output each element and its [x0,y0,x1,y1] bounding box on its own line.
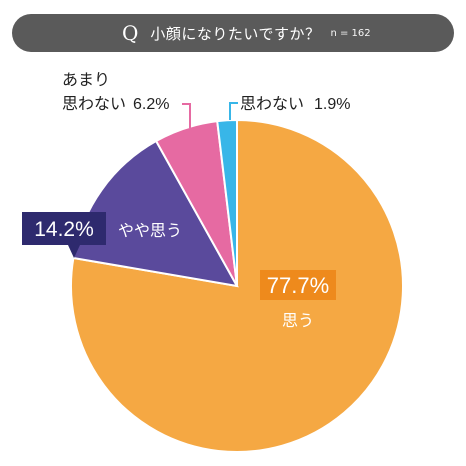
slice-omowanai [216,118,238,287]
slice-label-amari-line1: あまり [62,70,110,89]
slice-label-omou: 思う [282,311,314,330]
question-mark: Q [122,21,139,45]
value-label-omowanai: 1.9% [314,96,350,113]
value-label-amari: 6.2% [133,96,169,113]
question-text: 小顔になりたいですか？ [150,24,321,43]
value-label-omou: 77.7% [267,273,329,298]
leader-line-omowanai [229,102,238,120]
value-box-omou [260,270,336,300]
slice-label-omowanai: 思わない [240,94,304,113]
slice-label-yaya: やや思う [118,221,182,240]
value-label-yaya: 14.2% [34,218,94,241]
question-header: Q 小顔になりたいですか？ n = 162 [12,14,454,52]
leader-line-amari [182,103,191,128]
slice-label-amari-line2: 思わない [62,94,126,113]
sample-size: n = 162 [330,27,371,39]
value-box-yaya [22,212,106,258]
pie-slices [70,118,404,453]
